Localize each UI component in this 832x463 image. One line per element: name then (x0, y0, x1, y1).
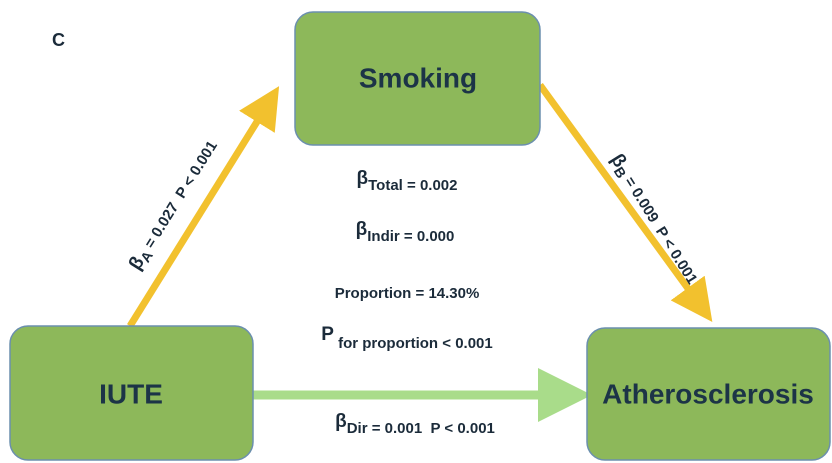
node-box (586, 327, 831, 461)
arrow (537, 82, 713, 322)
subscript: Total (368, 177, 403, 194)
node-label: Smoking (359, 62, 477, 93)
stat: P for proportion < 0.001 (321, 324, 492, 352)
panel-label: C (52, 30, 65, 50)
text: = 0.009 P < 0.001 (619, 170, 701, 287)
text: = 0.000 (400, 228, 455, 245)
text: = 0.001 P < 0.001 (368, 420, 495, 437)
subscript: for proportion (334, 335, 438, 352)
text: = 0.002 (403, 177, 458, 194)
edge-label: βDir = 0.001 P < 0.001 (335, 411, 495, 437)
edge-label: βB = 0.009 P < 0.001 (605, 150, 704, 289)
symbol: β (357, 168, 369, 189)
symbol: P (321, 324, 334, 345)
subscript: Dir (347, 420, 368, 437)
stat: βIndir = 0.000 (356, 219, 455, 245)
node-box (294, 11, 541, 146)
stat: βTotal = 0.002 (357, 168, 458, 194)
symbol: β (335, 411, 347, 432)
node-box (9, 325, 254, 461)
arrow (127, 86, 280, 328)
subscript: Indir (367, 228, 400, 245)
text: < 0.001 (438, 335, 493, 352)
node-label: IUTE (99, 378, 163, 409)
stat: Proportion = 14.30% (335, 285, 480, 302)
symbol: β (356, 219, 368, 240)
node-label: Atherosclerosis (602, 378, 814, 409)
